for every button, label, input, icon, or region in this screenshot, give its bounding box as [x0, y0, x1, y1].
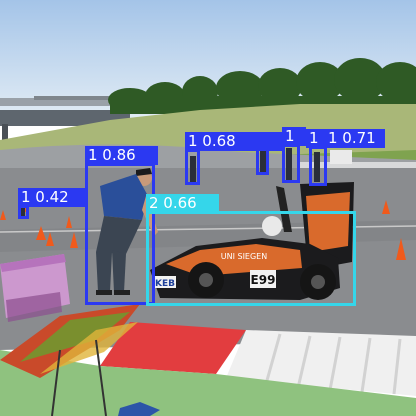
detection-box-person-0 [85, 163, 155, 305]
plastic-bin [0, 254, 70, 322]
car-sponsor: UNI SIEGEN [221, 252, 267, 261]
detection-label-person-2: 1 0.68 [185, 132, 285, 151]
detection-box-person-5 [309, 146, 327, 186]
detection-box-person-2 [185, 149, 200, 185]
detection-box-car-0 [146, 211, 356, 306]
detection-box-person-1 [18, 205, 29, 219]
detection-label-person-5: 1 [306, 129, 328, 148]
distant-people [20, 148, 320, 218]
detection-box-person-4 [282, 144, 300, 183]
curb-red [100, 322, 246, 374]
detection-box-person-3 [256, 146, 269, 175]
grandstand [0, 96, 130, 144]
detection-label-person-6: 1 0.71 [325, 129, 385, 148]
detection-label-car-0: 2 0.66 [146, 194, 219, 213]
car-number: E99 [251, 273, 276, 287]
detection-label-person-1: 1 0.42 [18, 188, 88, 207]
detection-label-person-0: 1 0.86 [85, 146, 158, 165]
tree-line [108, 58, 416, 114]
detection-label-person-4: 1 [282, 127, 306, 146]
flag-bundle [0, 304, 140, 416]
race-car: E99 UNI SIEGEN KEB [150, 182, 354, 300]
sponsor-small: KEB [155, 279, 175, 289]
blue-cloth [118, 402, 160, 416]
